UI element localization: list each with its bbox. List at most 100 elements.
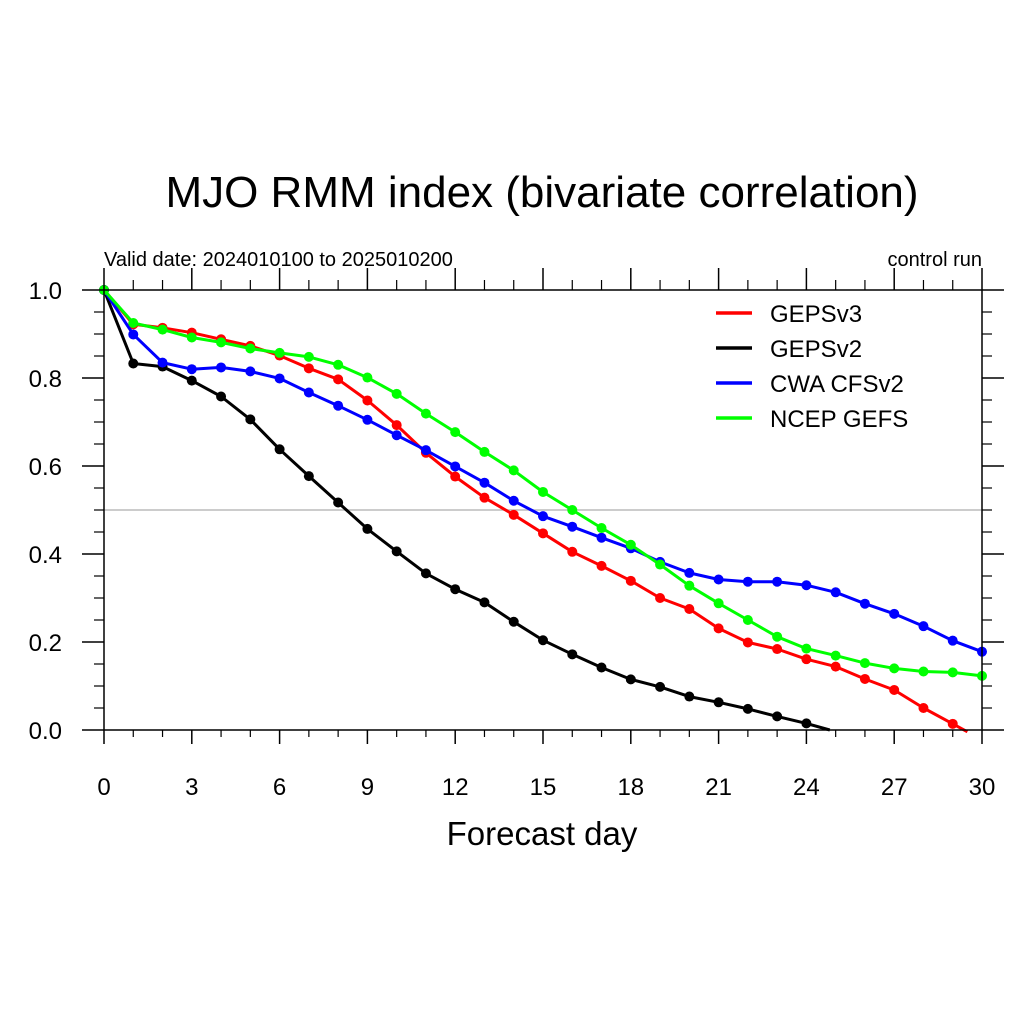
x-axis-label: Forecast day <box>447 815 638 852</box>
data-point <box>684 580 695 591</box>
data-point <box>625 674 636 685</box>
data-point <box>303 351 314 362</box>
data-point <box>420 445 431 456</box>
data-point <box>567 505 578 515</box>
data-point <box>391 420 402 431</box>
legend-label-3: NCEP GEFS <box>770 406 908 433</box>
data-point <box>830 661 841 672</box>
data-point <box>713 598 724 609</box>
data-point <box>684 691 695 702</box>
x-tick-label: 6 <box>273 774 286 801</box>
data-point <box>420 408 431 419</box>
data-point <box>216 391 227 402</box>
data-point <box>420 568 431 579</box>
data-point <box>479 492 490 503</box>
data-point <box>128 318 139 328</box>
axis-ticks: 0 3 6 9 12 15 18 21 24 27 30 0.0 0.2 0.4 0.6 0.8 1.0 <box>29 268 1004 801</box>
legend-label-0: GEPSv3 <box>770 301 862 328</box>
data-point <box>801 718 812 729</box>
data-point <box>128 358 139 369</box>
data-point <box>303 387 314 398</box>
data-point <box>742 576 753 587</box>
data-point <box>508 465 519 476</box>
data-point <box>362 523 373 534</box>
chart-subtitle-left: Valid date: 2024010100 to 2025010200 <box>104 249 453 271</box>
data-point <box>362 414 373 425</box>
data-point <box>713 623 724 634</box>
data-point <box>538 528 548 539</box>
data-point <box>830 587 841 598</box>
data-point <box>918 621 929 632</box>
data-point <box>157 324 168 335</box>
legend-label-1: GEPSv2 <box>770 336 862 363</box>
data-point <box>859 673 870 684</box>
chart-title: MJO RMM index (bivariate correlation) <box>165 168 918 217</box>
data-point <box>245 366 256 377</box>
data-point <box>216 362 227 373</box>
data-point <box>479 446 490 457</box>
data-point <box>801 654 812 665</box>
data-point <box>801 643 812 654</box>
data-point <box>625 539 636 550</box>
data-point <box>538 635 548 646</box>
x-tick-label: 3 <box>185 774 198 801</box>
data-point <box>567 521 578 532</box>
data-point <box>479 477 490 488</box>
data-point <box>216 337 227 348</box>
data-point <box>274 347 285 358</box>
data-point <box>947 718 958 729</box>
data-point <box>303 363 314 374</box>
data-point <box>186 332 197 343</box>
data-point <box>596 662 607 673</box>
data-point <box>684 604 695 614</box>
data-point <box>742 615 753 625</box>
data-point <box>274 444 285 455</box>
data-point <box>508 616 519 627</box>
data-point <box>830 650 841 661</box>
data-point <box>625 575 636 586</box>
chart-subtitle-right: control run <box>888 249 983 271</box>
data-point <box>655 681 666 692</box>
y-tick-label: 0.8 <box>29 366 62 393</box>
data-point <box>362 372 373 383</box>
x-tick-label: 21 <box>705 774 732 801</box>
data-point <box>538 511 548 522</box>
x-tick-label: 9 <box>361 774 374 801</box>
x-tick-label: 15 <box>530 774 557 801</box>
data-point <box>889 684 900 695</box>
data-point <box>772 711 783 722</box>
y-tick-label: 0.2 <box>29 630 62 657</box>
data-point <box>303 471 314 482</box>
data-point <box>742 637 753 648</box>
data-point <box>538 486 548 497</box>
x-tick-label: 27 <box>881 774 908 801</box>
x-tick-label: 18 <box>617 774 644 801</box>
data-point <box>245 414 256 425</box>
x-tick-label: 0 <box>97 774 110 801</box>
data-point <box>450 584 461 595</box>
data-point <box>128 329 139 340</box>
data-point <box>508 495 519 506</box>
data-point <box>772 644 783 655</box>
data-point <box>655 559 666 570</box>
data-point <box>596 532 607 543</box>
data-point <box>596 560 607 571</box>
data-point <box>947 635 958 646</box>
data-point <box>450 461 461 472</box>
data-point <box>391 388 402 399</box>
data-point <box>567 546 578 557</box>
data-point <box>801 580 812 591</box>
data-point <box>391 430 402 441</box>
y-tick-label: 1.0 <box>29 278 62 305</box>
data-point <box>889 663 900 674</box>
data-point <box>186 375 197 386</box>
data-point <box>450 427 461 438</box>
data-point <box>508 509 519 520</box>
data-point <box>859 658 870 669</box>
data-point <box>713 697 724 708</box>
data-point <box>947 667 958 678</box>
data-point <box>245 343 256 354</box>
data-point <box>362 395 373 406</box>
